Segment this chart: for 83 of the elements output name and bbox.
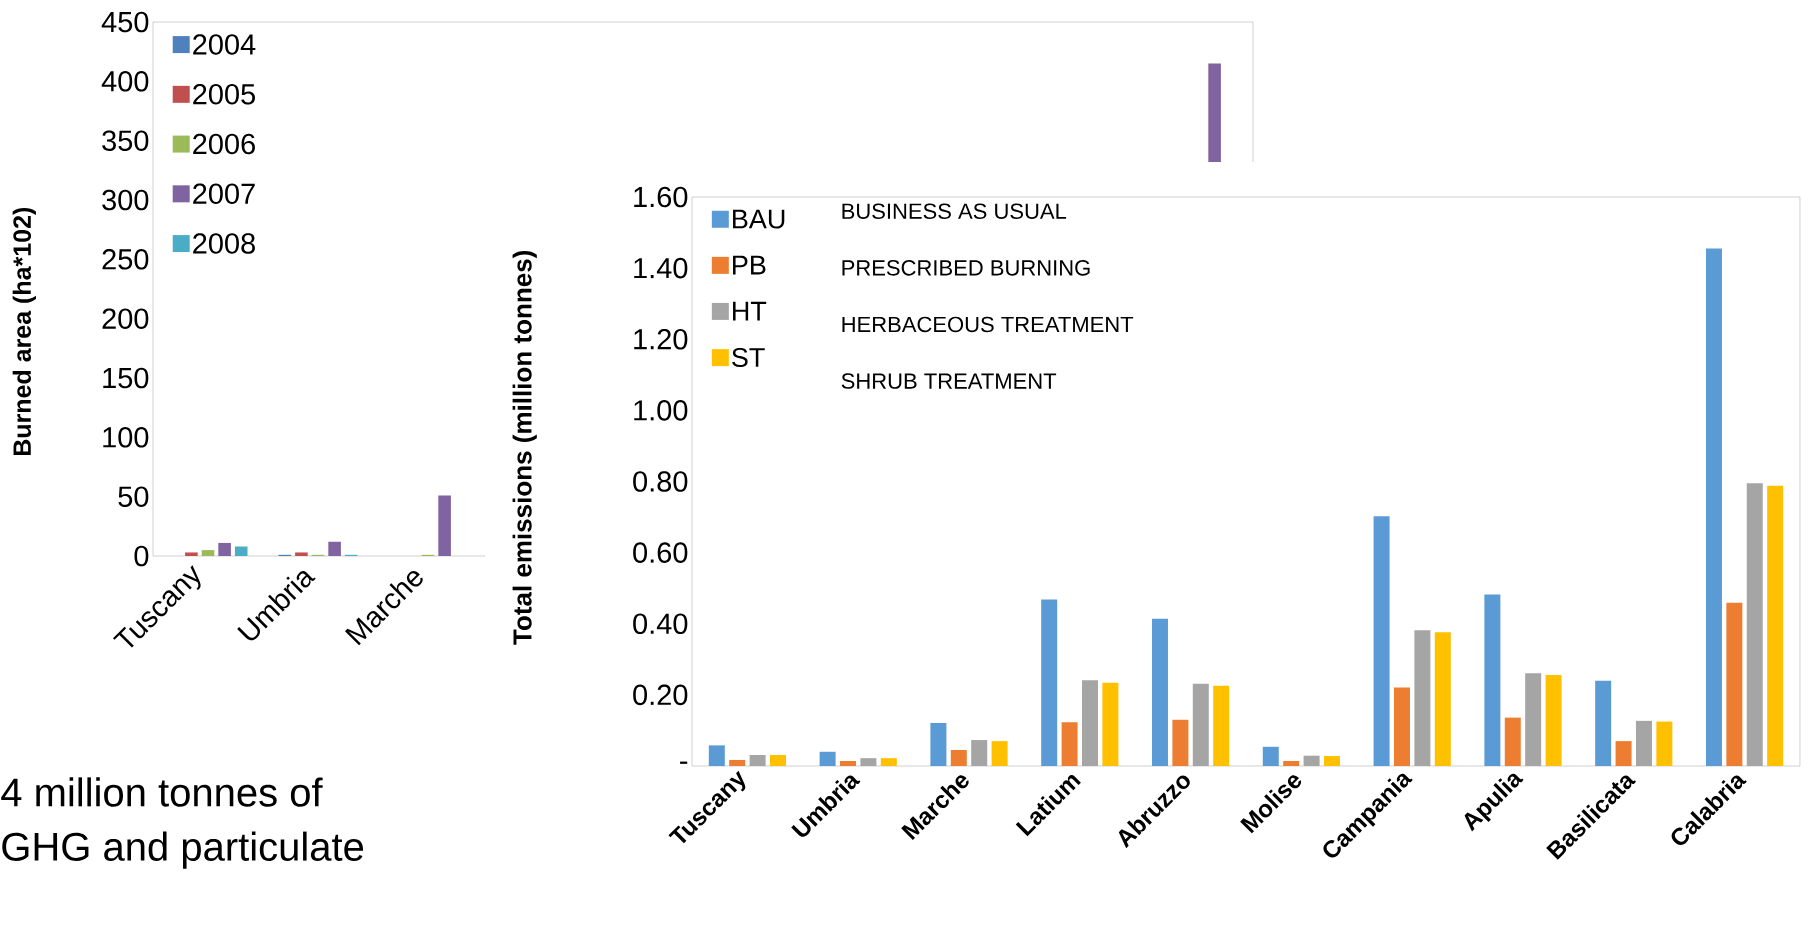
bar: [1746, 483, 1763, 766]
y-tick-label: 1.40: [634, 257, 688, 279]
legend-label: 2006: [193, 133, 255, 155]
legend-label: ST: [732, 347, 765, 368]
bar: [1434, 632, 1451, 766]
bar: [860, 758, 877, 766]
y-tick-label: 100: [103, 427, 149, 448]
y-tick-label: 0: [134, 545, 149, 567]
bar: [1393, 687, 1410, 766]
legend-label: PB: [733, 255, 766, 275]
bar: [1484, 594, 1501, 766]
annotation: PRESCRIBED BURNING: [842, 260, 1090, 276]
bar: [819, 751, 836, 766]
bar: [1504, 717, 1521, 766]
y-tick-label: 0.20: [633, 684, 688, 706]
bar: [1705, 248, 1722, 766]
bar: [1726, 602, 1743, 766]
y-tick-label: 200: [102, 308, 149, 329]
legend-label: HT: [733, 301, 767, 321]
bar: [218, 542, 231, 556]
bar: [770, 754, 787, 766]
annotation: SHRUB TREATMENT: [841, 373, 1057, 389]
bar: [1615, 741, 1632, 766]
bar: [201, 550, 215, 556]
bar: [1283, 761, 1300, 766]
y-tick-label: 1.00: [634, 400, 688, 421]
bar: [1595, 680, 1612, 766]
y-axis-title: Total emissions (million tonnes): [512, 250, 537, 645]
bar: [1635, 720, 1652, 766]
legend-label: 2007: [193, 183, 255, 204]
bar: [1081, 680, 1098, 766]
bar: [234, 546, 248, 556]
y-tick-label: 1.60: [634, 186, 688, 208]
y-tick-label: 0.40: [633, 613, 688, 635]
bar: [1373, 516, 1390, 766]
bar: [880, 758, 897, 766]
bar: [1323, 756, 1340, 766]
annotation: HERBACEOUS TREATMENT: [842, 316, 1134, 333]
bar: [1213, 685, 1230, 766]
bar: [1545, 674, 1562, 766]
bar: [840, 761, 856, 766]
y-tick-label: -: [680, 761, 688, 764]
bar: [930, 722, 947, 766]
bar: [1102, 682, 1119, 766]
bar: [438, 495, 451, 556]
bar: [328, 541, 341, 556]
y-tick-label: 300: [102, 189, 149, 211]
text: GHG and particulate: [2, 831, 364, 869]
bar: [1525, 673, 1542, 766]
legend-label: 2004: [193, 34, 256, 55]
y-tick-label: 150: [103, 367, 149, 389]
bar: [729, 759, 746, 766]
legend-label: 2005: [193, 83, 255, 105]
y-tick-label: 1.20: [634, 328, 688, 350]
annotation: BUSINESS AS USUAL: [842, 203, 1067, 220]
y-axis-title: Burned area (ha*102): [12, 207, 36, 456]
bar: [950, 749, 967, 766]
y-tick-label: 0.60: [633, 542, 688, 563]
bar: [749, 754, 766, 766]
bar: [185, 552, 198, 556]
bar: [971, 740, 988, 766]
bar: [1151, 618, 1168, 766]
text: 4 million tonnes of: [1, 777, 323, 807]
y-tick-label: 450: [101, 11, 149, 33]
y-tick-label: 250: [102, 249, 149, 270]
bar: [991, 741, 1008, 766]
bar: [1303, 755, 1320, 766]
bar: [1041, 599, 1058, 766]
y-tick-label: 0.80: [633, 471, 688, 492]
bar: [1192, 683, 1209, 766]
y-tick-label: 400: [101, 71, 149, 92]
legend-label: BAU: [733, 209, 785, 229]
y-tick-label: 50: [118, 486, 149, 507]
bar: [1172, 719, 1189, 766]
bar: [1061, 722, 1078, 766]
bar: [1656, 721, 1673, 766]
legend-label: 2008: [193, 233, 255, 254]
bar: [1414, 630, 1431, 766]
bar: [1767, 485, 1784, 766]
bar: [708, 745, 725, 766]
bar: [1262, 746, 1279, 766]
bar: [295, 552, 308, 556]
y-tick-label: 350: [102, 130, 149, 151]
